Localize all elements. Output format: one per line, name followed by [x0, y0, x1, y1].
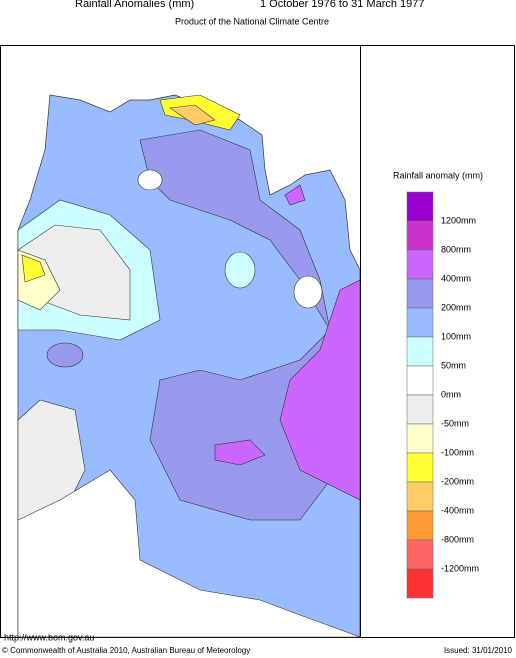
region: [17, 469, 361, 638]
legend-title: Rainfall anomaly (mm): [393, 170, 483, 180]
legend-swatch: [406, 394, 434, 425]
legend-label: -50mm: [441, 418, 469, 428]
title: Rainfall Anomalies (mm): [75, 0, 194, 10]
legend-swatch: [406, 220, 434, 251]
region: [137, 169, 163, 191]
legend: Rainfall anomaly (mm) 1200mm 800mm 400mm 20…: [360, 45, 515, 638]
legend-swatch: [406, 423, 434, 454]
region: [21, 254, 46, 283]
legend-swatches: 1200mm 800mm 400mm 200mm 100mm 50mm 0mm -50mm -1…: [406, 191, 479, 599]
legend-label: -200mm: [441, 476, 474, 486]
legend-swatch: [406, 191, 434, 222]
legend-label: 1200mm: [441, 215, 476, 225]
region: [293, 275, 323, 309]
legend-label: 800mm: [441, 244, 471, 254]
region: [46, 342, 84, 368]
legend-label: -800mm: [441, 534, 474, 544]
legend-frame: [360, 45, 515, 638]
legend-swatch: [406, 249, 434, 280]
legend-label: -1200mm: [441, 563, 479, 573]
legend-swatch: [406, 539, 434, 570]
legend-swatch: [406, 336, 434, 367]
region: [169, 104, 216, 126]
legend-swatch: [406, 365, 434, 396]
legend-label: 100mm: [441, 331, 471, 341]
legend-label: 50mm: [441, 360, 466, 370]
legend-label: 0mm: [441, 389, 461, 399]
footer-url: http://www.bom.gov.au: [4, 632, 94, 642]
region: [214, 439, 266, 466]
map: [0, 45, 361, 638]
legend-swatch: [406, 307, 434, 338]
legend-label: -100mm: [441, 447, 474, 457]
footer-issued: Issued: 31/01/2010: [444, 646, 513, 655]
region: [224, 251, 256, 289]
legend-swatch: [406, 481, 434, 512]
legend-swatch: [406, 510, 434, 541]
legend-label: -400mm: [441, 505, 474, 515]
legend-label: 400mm: [441, 273, 471, 283]
subtitle: Product of the National Climate Centre: [175, 16, 329, 26]
legend-swatch: [406, 278, 434, 309]
footer-copyright: © Commonwealth of Australia 2010, Austra…: [2, 646, 250, 655]
legend-swatch: [406, 568, 434, 599]
legend-swatch: [406, 452, 434, 483]
legend-label: 200mm: [441, 302, 471, 312]
region: [284, 184, 306, 206]
period: 1 October 1976 to 31 March 1977: [260, 0, 425, 10]
